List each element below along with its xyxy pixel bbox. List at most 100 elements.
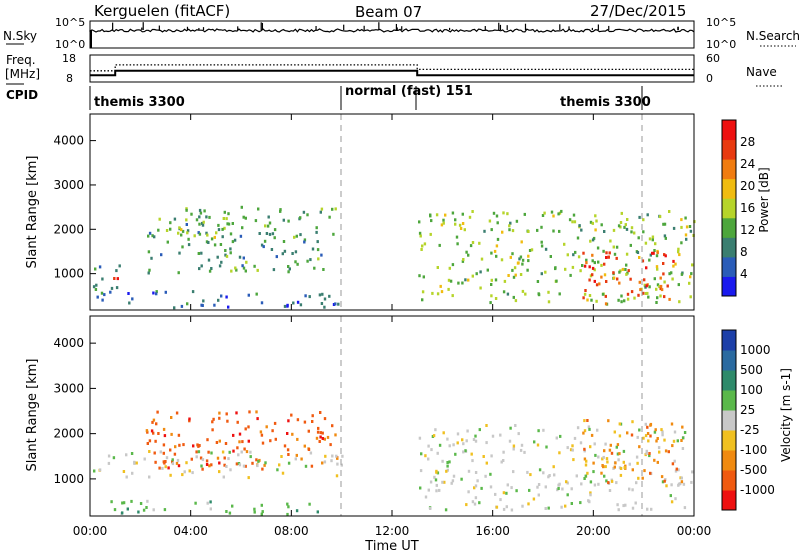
heatmap-cell [634,501,637,505]
heatmap-cell [571,444,574,448]
heatmap-cell [430,448,433,452]
heatmap-cell [616,443,620,447]
heatmap-cell [649,253,652,257]
heatmap-cell [583,447,586,451]
heatmap-cell [523,212,526,216]
heatmap-cell [620,300,623,304]
heatmap-cell [130,499,133,503]
heatmap-cell [418,436,422,440]
heatmap-cell [663,479,666,483]
heatmap-cell [660,475,664,479]
heatmap-cell [449,279,453,283]
heatmap-cell [448,444,451,448]
heatmap-cell [543,211,546,215]
heatmap-cell [319,431,322,435]
heatmap-cell [287,419,290,423]
heatmap-cell [440,223,444,227]
heatmap-cell [662,222,665,226]
heatmap-cell [517,432,520,436]
colorbar-swatch [722,178,736,199]
heatmap-cell [610,451,614,455]
heatmap-cell [454,222,457,226]
heatmap-cell [308,295,311,299]
heatmap-cell [612,228,616,232]
heatmap-cell [420,452,423,456]
heatmap-cell [116,277,119,281]
heatmap-cell [205,240,209,244]
heatmap-cell [656,296,659,300]
heatmap-cell [442,218,445,222]
heatmap-cell [236,420,239,424]
heatmap-cell [323,417,327,421]
heatmap-cell [638,428,641,432]
heatmap-cell [490,294,493,298]
heatmap-cell [259,430,263,434]
heatmap-cell [239,234,243,238]
heatmap-cell [178,251,181,255]
heatmap-cell [268,221,272,225]
heatmap-cell [625,272,628,276]
heatmap-cell [421,298,424,302]
noise-panel-frame [89,20,695,49]
heatmap-cell [112,456,116,460]
heatmap-cell [506,212,509,216]
heatmap-cell [629,277,632,281]
heatmap-cell [244,427,247,431]
heatmap-cell [565,480,568,484]
heatmap-cell [527,254,530,258]
heatmap-cell [555,436,558,440]
heatmap-cell [96,295,99,299]
heatmap-cell [658,215,662,219]
heatmap-cell [580,228,583,232]
colorbar-swatch [722,350,736,371]
heatmap-cell [495,244,499,248]
heatmap-cell [570,502,573,505]
colorbar-swatch [722,120,736,141]
heatmap-cell [265,232,269,235]
heatmap-cell [608,489,612,492]
heatmap-cell [169,448,172,452]
heatmap-cell [624,223,627,227]
heatmap-cell [661,430,664,434]
heatmap-cell [266,224,270,228]
heatmap-cell [180,228,183,232]
heatmap-cell [125,453,128,457]
heatmap-cell [648,452,651,455]
heatmap-cell [296,300,300,304]
heatmap-cell [244,216,247,220]
heatmap-cell [638,445,641,449]
heatmap-cell [598,282,601,286]
heatmap-cell [505,505,508,509]
heatmap-cell [654,428,657,432]
heatmap-cell [224,442,228,445]
heatmap-cell [659,287,662,291]
freq-left-tick-top: 18 [62,52,76,65]
heatmap-cell [668,210,671,213]
heatmap-cell [609,239,612,243]
heatmap-cell [672,259,675,263]
heatmap-cell [450,481,453,485]
x-tick-label: 12:00 [375,524,410,538]
heatmap-cell [180,304,184,308]
heatmap-cell [286,448,290,452]
heatmap-cell [304,294,307,298]
heatmap-cell [227,305,230,309]
heatmap-cell [198,222,201,226]
heatmap-cell [650,507,653,511]
heatmap-cell [253,264,256,268]
heatmap-cell [663,295,666,299]
heatmap-cell [226,419,229,423]
heatmap-cell [288,267,291,271]
heatmap-cell [479,270,482,274]
heatmap-cell [166,240,169,244]
heatmap-cell [586,298,589,302]
heatmap-cell [148,268,151,272]
heatmap-cell [691,470,694,474]
heatmap-cell [205,459,209,463]
heatmap-cell [677,247,680,251]
heatmap-cell [131,297,134,301]
heatmap-cell [578,224,581,228]
heatmap-cell [191,471,194,475]
heatmap-cell [201,221,204,225]
heatmap-cell [169,473,172,477]
